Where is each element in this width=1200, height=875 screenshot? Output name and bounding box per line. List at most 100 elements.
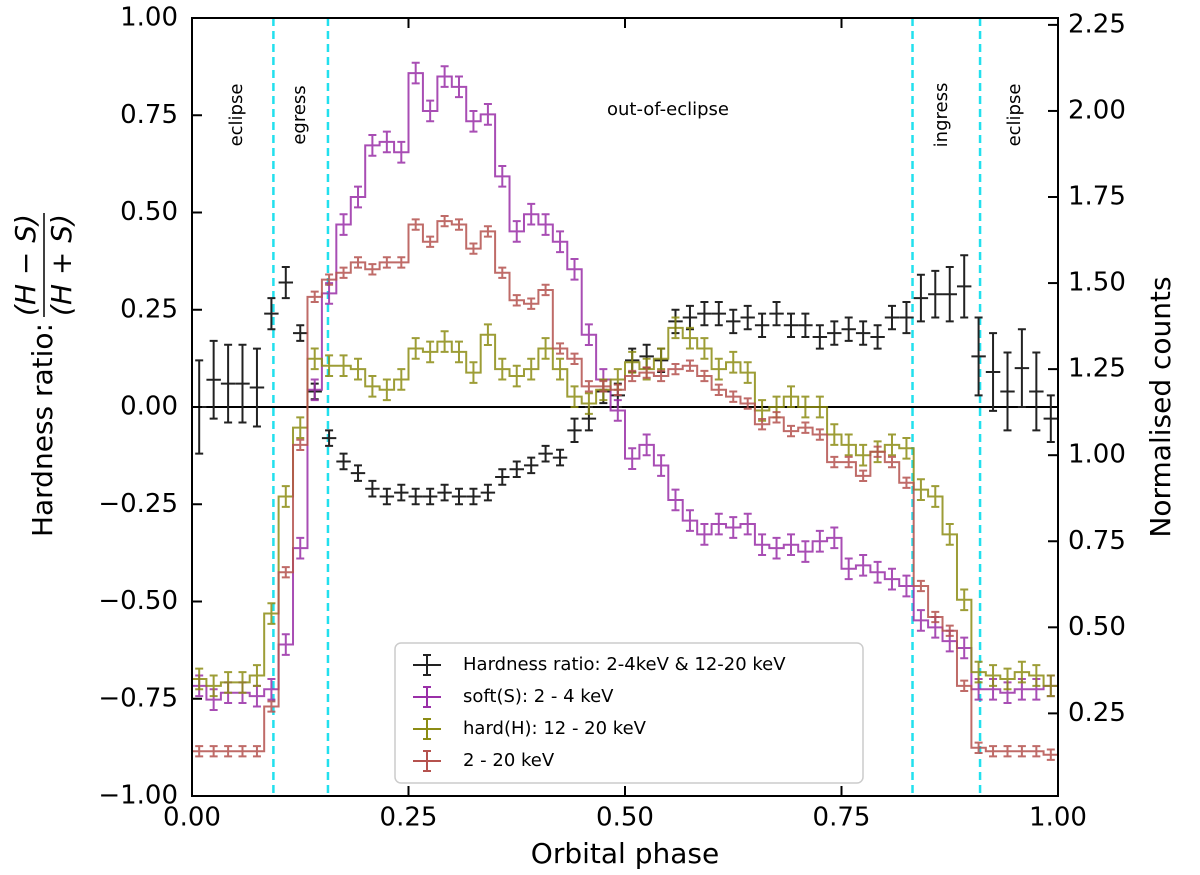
y2-tick-label: 1.00 xyxy=(1068,440,1126,470)
error-bar xyxy=(426,99,435,123)
error-bar xyxy=(512,364,521,388)
error-bar xyxy=(960,588,969,612)
error-bar xyxy=(310,290,319,304)
error-bar xyxy=(368,375,377,398)
error-bar xyxy=(224,671,233,694)
error-bar xyxy=(700,369,709,383)
error-bar xyxy=(657,369,666,383)
x-tick-label: 0.50 xyxy=(596,803,654,833)
error-bar xyxy=(368,134,377,157)
error-bar xyxy=(873,560,882,584)
y-tick-label: −0.50 xyxy=(98,586,178,616)
error-bar xyxy=(1032,745,1041,758)
error-bar xyxy=(1046,674,1055,698)
error-bar xyxy=(556,230,565,254)
error-bar xyxy=(1003,745,1012,758)
error-bar xyxy=(195,667,204,691)
y2-tick-label: 2.25 xyxy=(1068,9,1126,39)
error-bar xyxy=(556,357,565,381)
region-label: eclipse xyxy=(226,84,247,147)
x-tick-label: 1.00 xyxy=(1029,803,1087,833)
error-bar xyxy=(827,320,842,346)
y-tick-label: −1.00 xyxy=(98,781,178,811)
error-bar xyxy=(281,566,290,579)
error-bar xyxy=(870,324,885,350)
error-bar xyxy=(787,424,796,438)
error-bar xyxy=(685,359,694,372)
error-bar xyxy=(855,320,871,346)
error-bar xyxy=(642,433,651,457)
legend-box xyxy=(394,642,864,784)
error-bar xyxy=(801,395,810,419)
y-tick-label: 0.50 xyxy=(120,197,178,227)
error-bar xyxy=(556,342,565,355)
series xyxy=(191,214,1059,761)
error-bar xyxy=(902,476,911,489)
error-bar xyxy=(483,323,492,347)
legend-label: 2 - 20 keV xyxy=(463,750,555,771)
error-bar xyxy=(267,602,276,625)
y-axis-label: Hardness ratio: (H − S) (H + S) xyxy=(9,213,78,537)
error-bar xyxy=(945,624,954,637)
error-bar xyxy=(844,433,853,457)
error-bar xyxy=(411,337,420,360)
x-tick-label: 0.25 xyxy=(380,803,438,833)
error-bar xyxy=(567,417,582,444)
error-bar xyxy=(238,745,247,758)
error-bar xyxy=(743,397,752,410)
error-bar xyxy=(365,479,380,498)
error-bar xyxy=(339,213,348,236)
error-bar xyxy=(267,677,276,701)
error-bar xyxy=(671,362,680,376)
error-bar xyxy=(989,745,998,758)
error-bar xyxy=(584,323,593,347)
error-bar xyxy=(440,65,449,88)
error-bar xyxy=(902,574,911,598)
error-bar xyxy=(859,443,868,467)
error-bar xyxy=(812,324,828,350)
error-bar xyxy=(541,213,550,236)
error-bar xyxy=(928,269,943,319)
y-tick-label: 0.00 xyxy=(120,392,178,422)
error-bar xyxy=(570,352,579,365)
error-bar xyxy=(293,324,308,342)
error-bar xyxy=(483,225,492,238)
error-bar xyxy=(887,433,896,457)
error-bar xyxy=(754,312,770,338)
error-bar xyxy=(1032,664,1041,687)
error-bar xyxy=(815,529,824,553)
error-bar xyxy=(209,674,218,698)
error-bar xyxy=(440,214,449,228)
y-axis-label-numerator: (H − S) xyxy=(9,214,42,316)
error-bar xyxy=(382,130,391,154)
error-bar xyxy=(422,487,438,506)
error-bar xyxy=(310,347,319,371)
error-bar xyxy=(859,554,868,577)
error-bar xyxy=(642,366,651,379)
y2-tick-label: 0.25 xyxy=(1068,698,1126,728)
error-bar xyxy=(798,312,813,338)
error-bar xyxy=(787,533,796,557)
error-bar xyxy=(325,273,334,286)
error-bar xyxy=(267,700,276,713)
error-bar xyxy=(628,369,637,383)
error-bar xyxy=(426,340,435,364)
error-bar xyxy=(397,256,406,269)
error-bar xyxy=(985,332,1001,412)
error-bar xyxy=(354,357,363,381)
error-bar xyxy=(913,273,929,323)
legend-marker xyxy=(413,750,441,772)
error-bar xyxy=(382,378,391,402)
error-bar xyxy=(454,340,463,364)
error-bar xyxy=(685,326,694,350)
error-bar xyxy=(1046,748,1055,761)
x-tick-label: 0.75 xyxy=(813,803,871,833)
error-bar xyxy=(801,421,810,434)
region-label: egress xyxy=(289,85,310,144)
error-bar xyxy=(509,460,524,479)
error-bar xyxy=(394,483,409,502)
error-bar xyxy=(498,165,507,188)
error-bar xyxy=(729,350,738,374)
error-bar xyxy=(697,300,712,327)
